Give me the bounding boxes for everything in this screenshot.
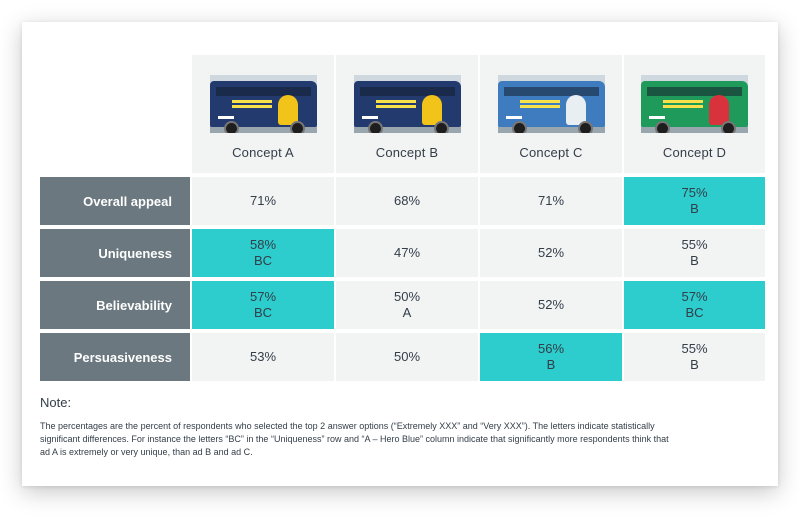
result-cell: 71% <box>480 177 622 225</box>
result-cell: 56% B <box>480 333 622 381</box>
percent-value: 53% <box>249 349 277 364</box>
result-cell: 47% <box>336 229 478 277</box>
result-cell: 52% <box>480 281 622 329</box>
percent-value: 52% <box>537 245 565 260</box>
percent-value: 55% <box>681 237 708 252</box>
row-header-believability: Believability <box>40 281 190 329</box>
concept-header-d: Concept D <box>624 55 765 173</box>
percent-value: 71% <box>249 193 277 208</box>
percent-value: 57% <box>249 289 277 304</box>
result-cell: 57% BC <box>192 281 334 329</box>
figure <box>565 95 586 125</box>
result-cell: 50% <box>336 333 478 381</box>
percent-value: 71% <box>537 193 565 208</box>
result-cell: 58% BC <box>192 229 334 277</box>
result-cell: 55% B <box>624 229 765 277</box>
significance-letters: B <box>546 357 556 372</box>
significance-letters: BC <box>685 305 704 320</box>
result-cell: 57% BC <box>624 281 765 329</box>
result-cell: 55% B <box>624 333 765 381</box>
percent-value: 50% <box>393 349 421 364</box>
row-header-overall-appeal: Overall appeal <box>40 177 190 225</box>
results-table: Concept A Concept B Concept C Concept D … <box>40 55 765 381</box>
significance-letters: B <box>690 201 699 216</box>
concept-label: Concept B <box>375 145 439 160</box>
concept-header-b: Concept B <box>336 55 478 173</box>
row-header-uniqueness: Uniqueness <box>40 229 190 277</box>
result-cell: 68% <box>336 177 478 225</box>
figure <box>421 95 442 125</box>
concept-label: Concept A <box>232 145 294 160</box>
result-cell: 75% B <box>624 177 765 225</box>
bus-ad-image <box>209 75 317 133</box>
bus-ad-image <box>353 75 461 133</box>
note-text: The percentages are the percent of respo… <box>40 421 669 457</box>
bus-ad-image <box>641 75 748 133</box>
percent-value: 52% <box>537 297 565 312</box>
bus-body <box>497 81 605 127</box>
result-cell: 52% <box>480 229 622 277</box>
concept-label: Concept C <box>519 145 583 160</box>
table-corner <box>40 55 190 173</box>
note-title: Note: <box>40 395 72 410</box>
significance-letters: B <box>690 253 699 268</box>
bus-body <box>353 81 461 127</box>
figure <box>709 95 729 125</box>
percent-value: 56% <box>537 341 565 356</box>
row-header-persuasiveness: Persuasiveness <box>40 333 190 381</box>
percent-value: 58% <box>249 237 277 252</box>
significance-letters: BC <box>253 253 273 268</box>
significance-letters: A <box>402 305 412 320</box>
significance-letters: B <box>690 357 699 372</box>
significance-letters: BC <box>253 305 273 320</box>
result-cell: 53% <box>192 333 334 381</box>
percent-value: 47% <box>393 245 421 260</box>
percent-value: 55% <box>681 341 708 356</box>
concept-label: Concept D <box>662 145 727 160</box>
result-cell: 50% A <box>336 281 478 329</box>
concept-header-a: Concept A <box>192 55 334 173</box>
concept-header-c: Concept C <box>480 55 622 173</box>
percent-value: 50% <box>393 289 421 304</box>
percent-value: 57% <box>681 289 708 304</box>
bus-ad-image <box>497 75 605 133</box>
results-card: Concept A Concept B Concept C Concept D … <box>22 22 778 486</box>
figure <box>277 95 298 125</box>
percent-value: 68% <box>393 193 421 208</box>
bus-body <box>209 81 317 127</box>
bus-body <box>641 81 748 127</box>
percent-value: 75% <box>681 185 708 200</box>
result-cell: 71% <box>192 177 334 225</box>
